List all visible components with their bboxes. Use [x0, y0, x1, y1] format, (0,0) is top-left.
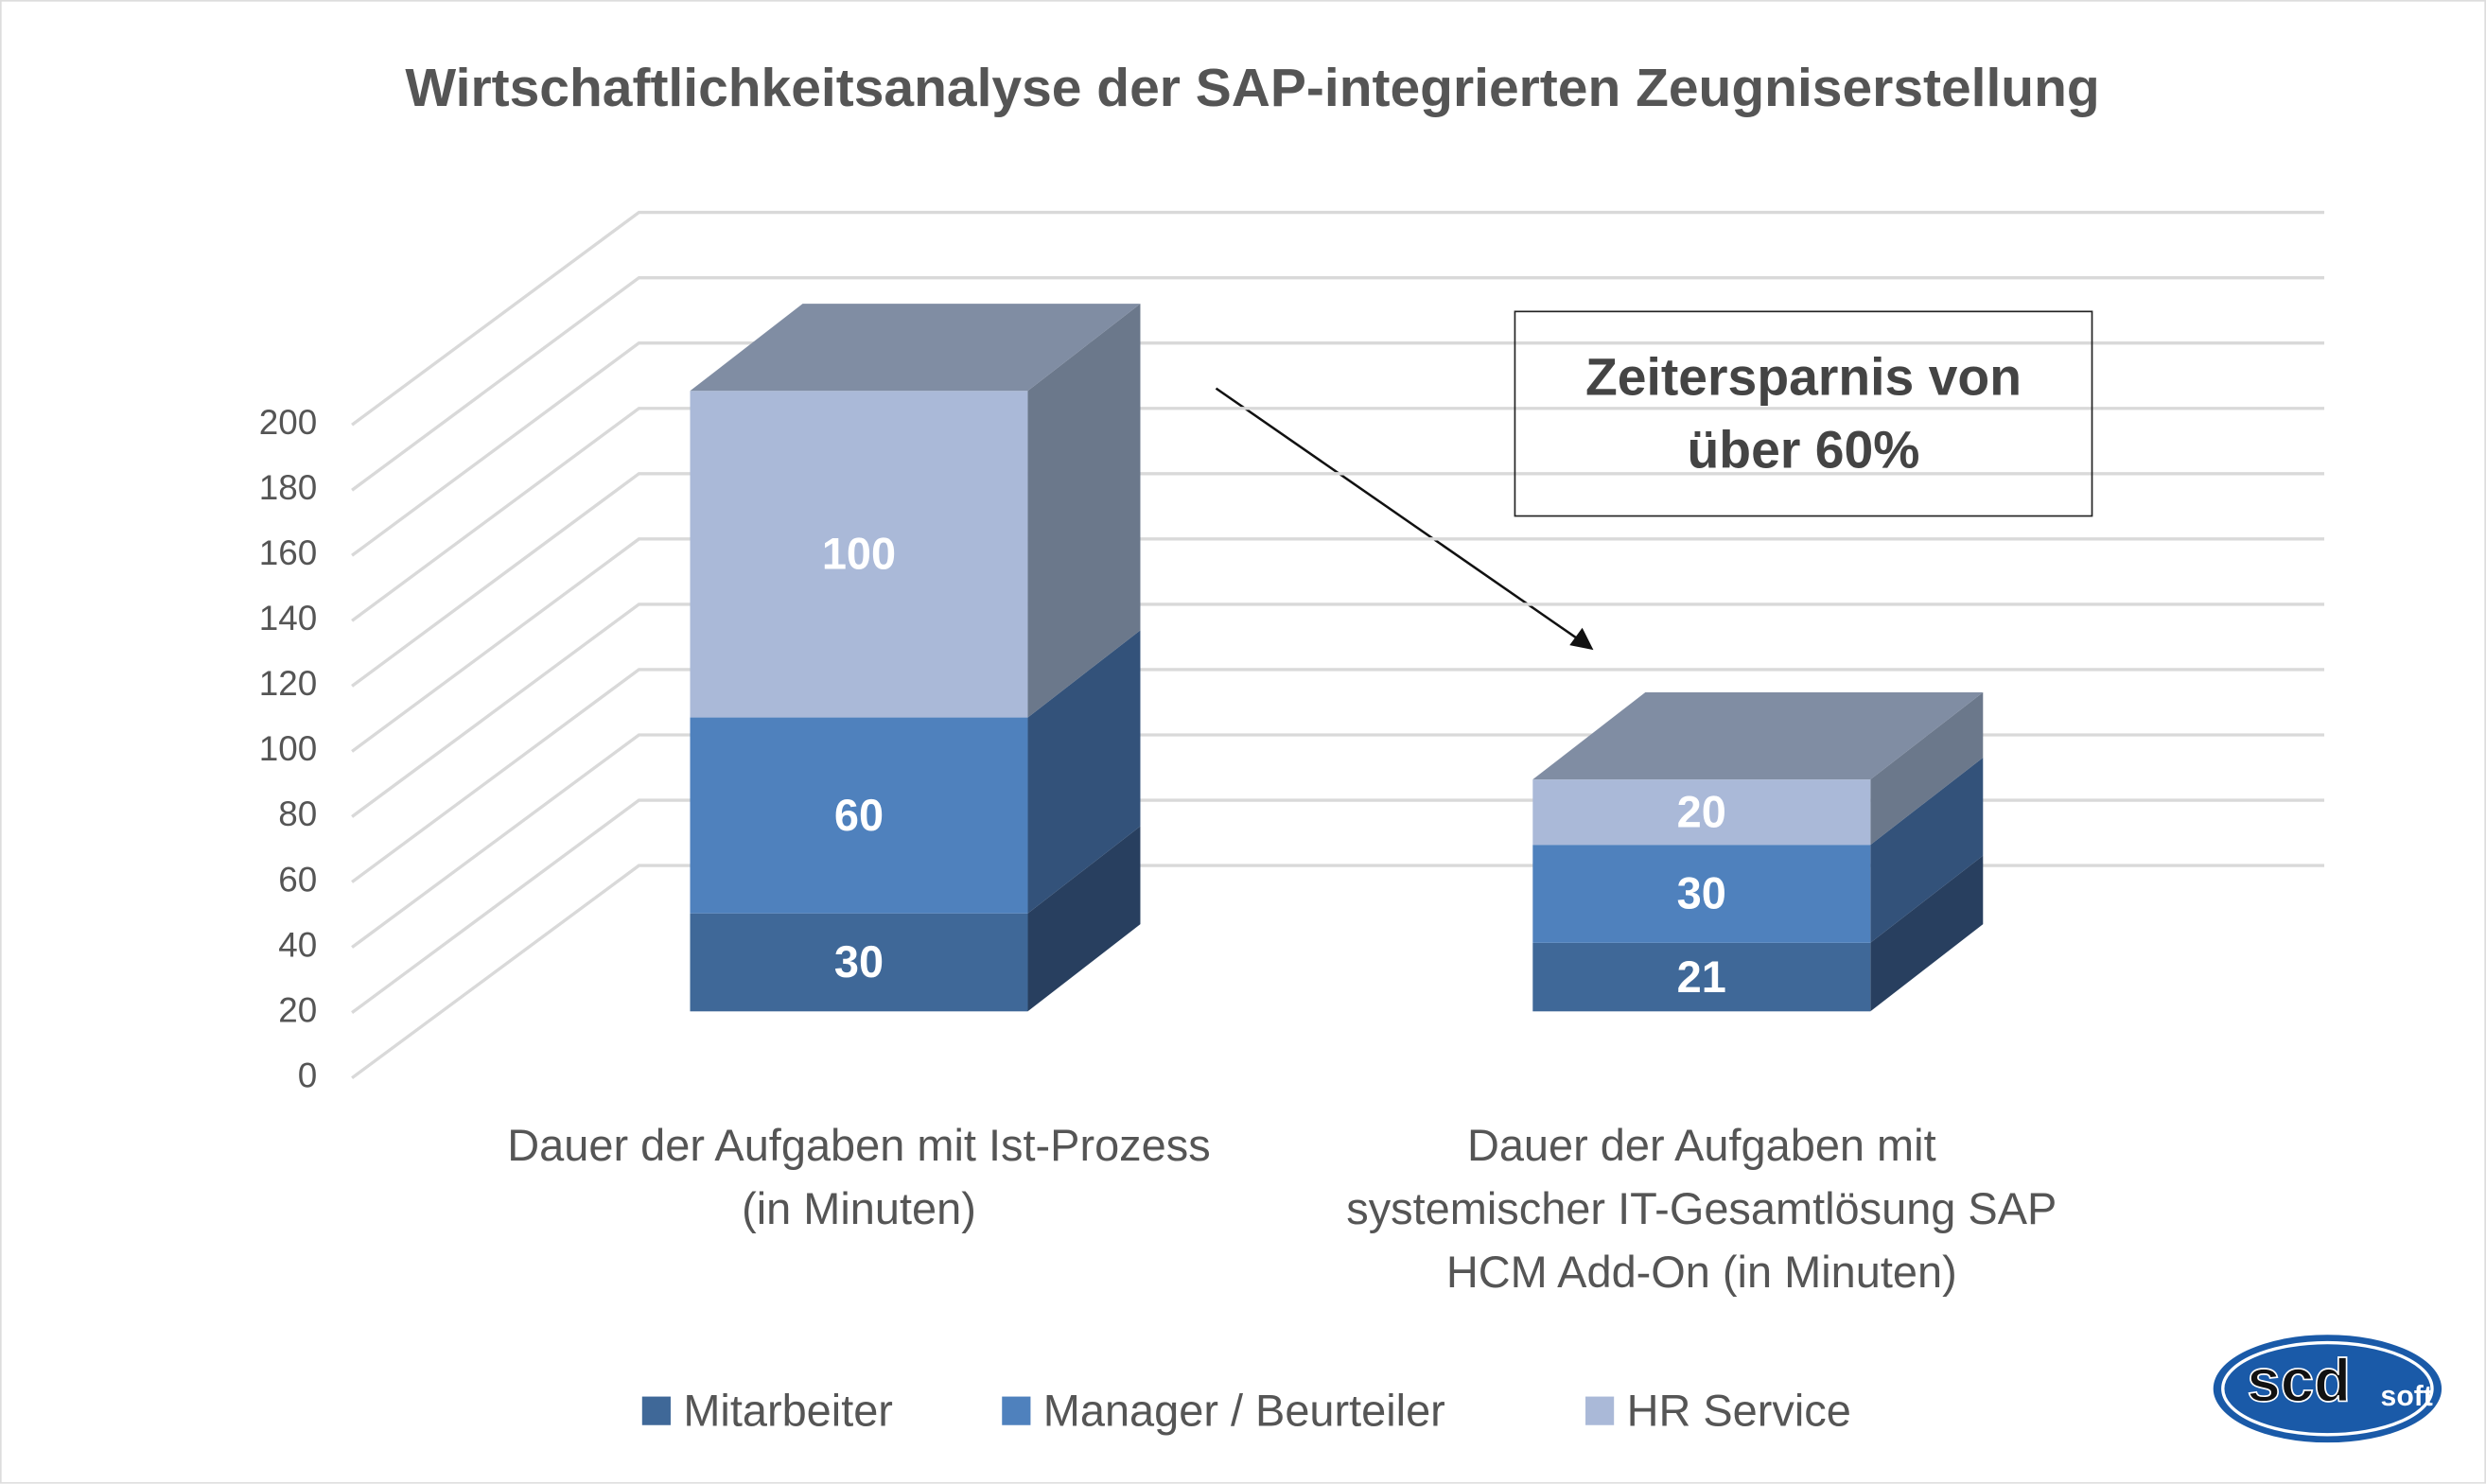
bar-segment — [690, 391, 1028, 718]
y-tick-label: 160 — [259, 533, 318, 572]
value-label: 100 — [822, 530, 896, 579]
logo: scd soft — [2213, 1335, 2442, 1443]
arrow — [1215, 387, 1584, 643]
grid-line — [351, 537, 2325, 753]
x-tick-label: Dauer der Aufgaben mit Ist-Prozess (in M… — [507, 1120, 1211, 1233]
value-label: 60 — [834, 791, 884, 840]
grid-line — [351, 341, 2325, 557]
y-tick-label: 200 — [259, 403, 318, 442]
bar-segment — [690, 913, 1028, 1012]
legend-swatch — [641, 1396, 671, 1425]
legend-label: Mitarbeiter — [683, 1386, 893, 1435]
grid — [351, 210, 2325, 1080]
logo-sub: soft — [2381, 1381, 2433, 1412]
annotation: Zeitersparnis von über 60% — [1514, 310, 2093, 517]
legend-swatch — [1002, 1396, 1031, 1425]
grid-line — [351, 668, 2325, 883]
value-label: 20 — [1677, 787, 1726, 836]
x-tick-label: Dauer der Aufgaben mit systemischer IT-G… — [1346, 1120, 2057, 1297]
bar-side — [1027, 304, 1141, 718]
y-tick-label: 100 — [259, 729, 318, 768]
bar-side — [1870, 758, 1984, 943]
y-tick-label: 140 — [259, 599, 318, 637]
bar-side — [1870, 855, 1984, 1012]
bar-segment — [1532, 845, 1871, 943]
y-tick-label: 20 — [278, 990, 317, 1029]
bar-top — [1532, 691, 1984, 780]
bar-side — [1870, 691, 1984, 846]
grid-line — [351, 407, 2325, 622]
y-tick-label: 40 — [278, 925, 317, 964]
y-tick-label: 120 — [259, 664, 318, 703]
logo-main: scd — [2247, 1348, 2351, 1415]
bar-segment — [690, 717, 1028, 914]
y-tick-label: 180 — [259, 468, 318, 507]
legend-swatch — [1585, 1396, 1615, 1425]
grid-line — [351, 472, 2325, 688]
bar-side — [1027, 630, 1141, 914]
legend-label: HR Service — [1627, 1386, 1851, 1435]
legend-label: Manager / Beurteiler — [1043, 1386, 1445, 1435]
bar-segment — [1532, 779, 1871, 846]
bar-top — [690, 304, 1141, 392]
y-tick-label: 60 — [278, 860, 317, 899]
y-tick-label: 0 — [298, 1056, 318, 1094]
chart-title: Wirtschaftlichkeitsanalyse der SAP-integ… — [405, 58, 2099, 118]
arrow-head — [1569, 627, 1594, 651]
value-label: 21 — [1677, 952, 1726, 1002]
y-tick-label: 80 — [278, 794, 317, 833]
grid-line — [351, 275, 2325, 492]
value-label: 30 — [834, 937, 884, 986]
value-label: 30 — [1677, 869, 1726, 918]
grid-line — [351, 210, 2325, 427]
bar-segment — [1532, 942, 1871, 1012]
grid-line — [351, 602, 2325, 818]
bar-side — [1027, 826, 1141, 1012]
